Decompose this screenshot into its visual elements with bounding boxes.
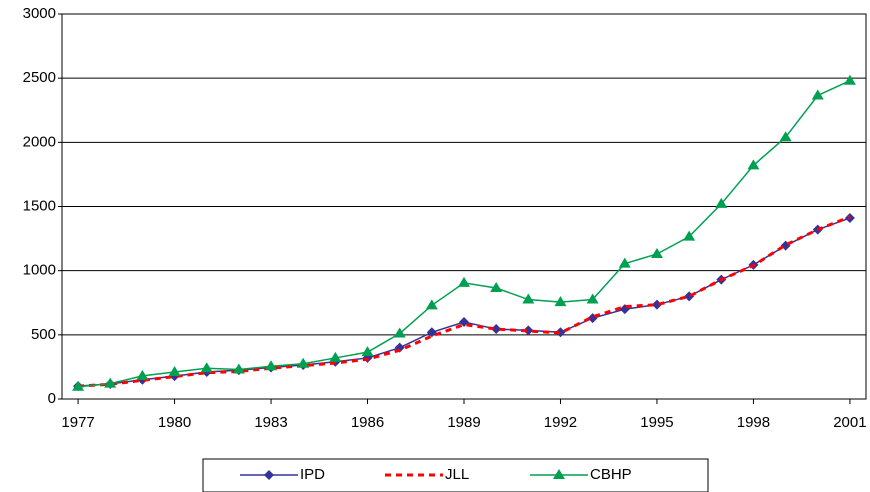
- x-tick-label: 1983: [254, 414, 287, 431]
- marker: [523, 325, 534, 336]
- marker: [586, 293, 599, 304]
- y-tick-label: 1000: [23, 262, 56, 279]
- marker: [490, 281, 503, 292]
- y-tick-label: 3000: [23, 5, 56, 22]
- marker: [200, 362, 213, 373]
- marker: [554, 296, 567, 307]
- y-tick-label: 2500: [23, 69, 56, 86]
- marker: [779, 131, 792, 142]
- marker: [168, 366, 181, 377]
- marker: [811, 89, 824, 100]
- marker: [136, 369, 149, 380]
- marker: [651, 299, 662, 310]
- marker: [329, 351, 342, 362]
- marker: [715, 197, 728, 208]
- marker: [553, 469, 565, 479]
- marker: [104, 377, 117, 388]
- marker: [618, 257, 631, 268]
- marker: [393, 327, 406, 338]
- x-tick-label: 1992: [544, 414, 577, 431]
- marker: [232, 363, 245, 374]
- marker: [683, 230, 696, 241]
- marker: [555, 327, 566, 338]
- x-tick-label: 1995: [640, 414, 673, 431]
- series-line: [77, 215, 851, 388]
- legend-label: JLL: [445, 466, 469, 483]
- marker: [522, 293, 535, 304]
- series-line: [78, 80, 851, 388]
- marker: [297, 357, 310, 368]
- marker: [458, 276, 470, 287]
- marker: [747, 159, 760, 170]
- series-line: [78, 217, 851, 387]
- x-tick-label: 1986: [351, 414, 384, 431]
- y-tick-label: 2000: [23, 133, 56, 150]
- x-tick-label: 1998: [737, 414, 770, 431]
- marker: [72, 380, 85, 391]
- legend-label: IPD: [300, 466, 325, 483]
- marker: [361, 346, 374, 357]
- marker: [426, 327, 437, 338]
- x-tick-label: 1977: [61, 414, 94, 431]
- x-tick-label: 1989: [447, 414, 480, 431]
- marker: [265, 360, 278, 371]
- plot-area: [61, 13, 867, 400]
- marker: [491, 324, 502, 335]
- x-tick-label: 2001: [833, 414, 866, 431]
- marker: [650, 247, 663, 258]
- y-tick-label: 0: [48, 390, 56, 407]
- marker: [843, 74, 856, 85]
- x-tick-label: 1980: [158, 414, 191, 431]
- marker: [459, 317, 469, 327]
- marker: [264, 470, 274, 480]
- y-tick-label: 500: [31, 326, 56, 343]
- marker: [425, 299, 438, 310]
- legend-label: CBHP: [590, 466, 632, 483]
- y-tick-label: 1500: [23, 197, 56, 214]
